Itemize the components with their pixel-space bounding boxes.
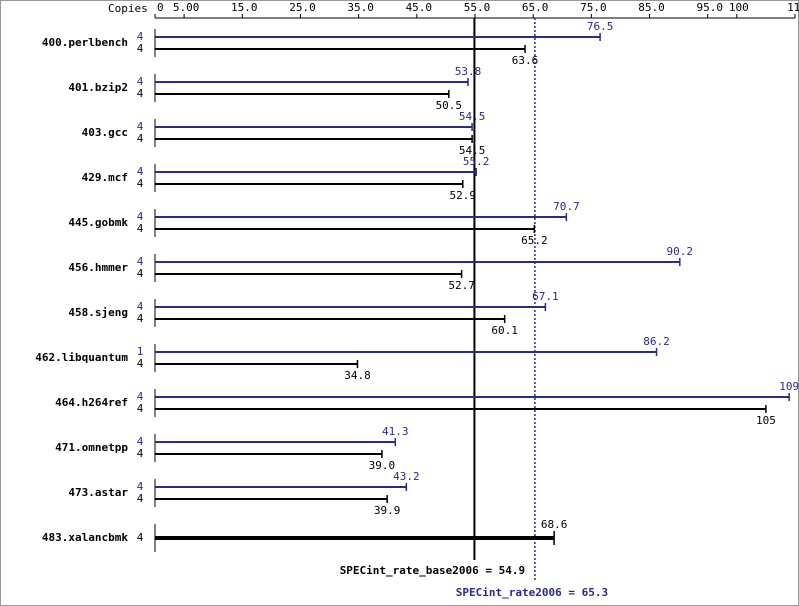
copies-label: 4	[137, 30, 144, 43]
copies-label: 4	[137, 402, 144, 415]
x-tick-label: 5.00	[173, 1, 200, 14]
x-tick-label: 75.0	[580, 1, 607, 14]
benchmark-label: 400.perlbench	[42, 36, 128, 49]
value-label: 50.5	[436, 99, 463, 112]
copies-label: 4	[137, 312, 144, 325]
x-tick-label: 100	[729, 1, 749, 14]
value-label: 41.3	[382, 425, 409, 438]
x-tick-label: 55.0	[464, 1, 491, 14]
copies-label: 4	[137, 42, 144, 55]
benchmark-label: 473.astar	[68, 486, 128, 499]
value-label: 39.0	[369, 459, 396, 472]
value-label: 53.8	[455, 65, 482, 78]
copies-label: 4	[137, 300, 144, 313]
copies-label: 4	[137, 87, 144, 100]
copies-header: Copies	[108, 2, 148, 15]
copies-label: 4	[137, 435, 144, 448]
benchmark-label: 458.sjeng	[68, 306, 128, 319]
copies-label: 4	[137, 255, 144, 268]
copies-label: 4	[137, 492, 144, 505]
benchmark-label: 464.h264ref	[55, 396, 128, 409]
value-label: 55.2	[463, 155, 490, 168]
benchmark-label: 445.gobmk	[68, 216, 128, 229]
benchmark-label: 403.gcc	[82, 126, 128, 139]
copies-label: 4	[137, 120, 144, 133]
x-tick-label: 95.0	[696, 1, 723, 14]
copies-label: 4	[137, 210, 144, 223]
copies-label: 4	[137, 480, 144, 493]
benchmark-label: 456.hmmer	[68, 261, 128, 274]
x-tick-label: 110	[787, 1, 799, 14]
value-label: 70.7	[553, 200, 580, 213]
copies-label: 4	[137, 165, 144, 178]
x-tick-label: 35.0	[347, 1, 374, 14]
copies-label: 4	[137, 357, 144, 370]
copies-label: 4	[137, 75, 144, 88]
copies-label: 4	[137, 267, 144, 280]
copies-label: 4	[137, 390, 144, 403]
value-label: 39.9	[374, 504, 401, 517]
copies-label: 4	[137, 447, 144, 460]
benchmark-label: 429.mcf	[82, 171, 128, 184]
value-label: 109	[779, 380, 799, 393]
value-label: 68.6	[541, 518, 568, 531]
value-label: 67.1	[532, 290, 559, 303]
value-label: 54.5	[459, 110, 486, 123]
value-label: 52.7	[448, 279, 475, 292]
value-label: 34.8	[344, 369, 371, 382]
value-label: 63.6	[512, 54, 539, 67]
x-tick-label: 85.0	[638, 1, 665, 14]
x-tick-label: 0	[157, 1, 164, 14]
reference-label: SPECint_rate_base2006 = 54.9	[340, 564, 525, 577]
value-label: 86.2	[643, 335, 670, 348]
value-label: 90.2	[667, 245, 694, 258]
value-label: 60.1	[491, 324, 518, 337]
copies-label: 4	[137, 222, 144, 235]
value-label: 52.9	[450, 189, 477, 202]
copies-label: 4	[137, 531, 144, 544]
benchmark-label: 401.bzip2	[68, 81, 128, 94]
value-label: 105	[756, 414, 776, 427]
value-label: 76.5	[587, 20, 614, 33]
copies-label: 1	[137, 345, 144, 358]
copies-label: 4	[137, 177, 144, 190]
copies-label: 4	[137, 132, 144, 145]
value-label: 43.2	[393, 470, 420, 483]
value-label: 54.5	[459, 144, 486, 157]
x-tick-label: 45.0	[406, 1, 433, 14]
x-tick-label: 65.0	[522, 1, 549, 14]
x-tick-label: 25.0	[289, 1, 316, 14]
benchmark-label: 483.xalancbmk	[42, 531, 128, 544]
benchmark-label: 462.libquantum	[35, 351, 128, 364]
x-tick-label: 15.0	[231, 1, 258, 14]
benchmark-label: 471.omnetpp	[55, 441, 128, 454]
reference-label: SPECint_rate2006 = 65.3	[456, 586, 608, 599]
value-label: 65.2	[521, 234, 548, 247]
